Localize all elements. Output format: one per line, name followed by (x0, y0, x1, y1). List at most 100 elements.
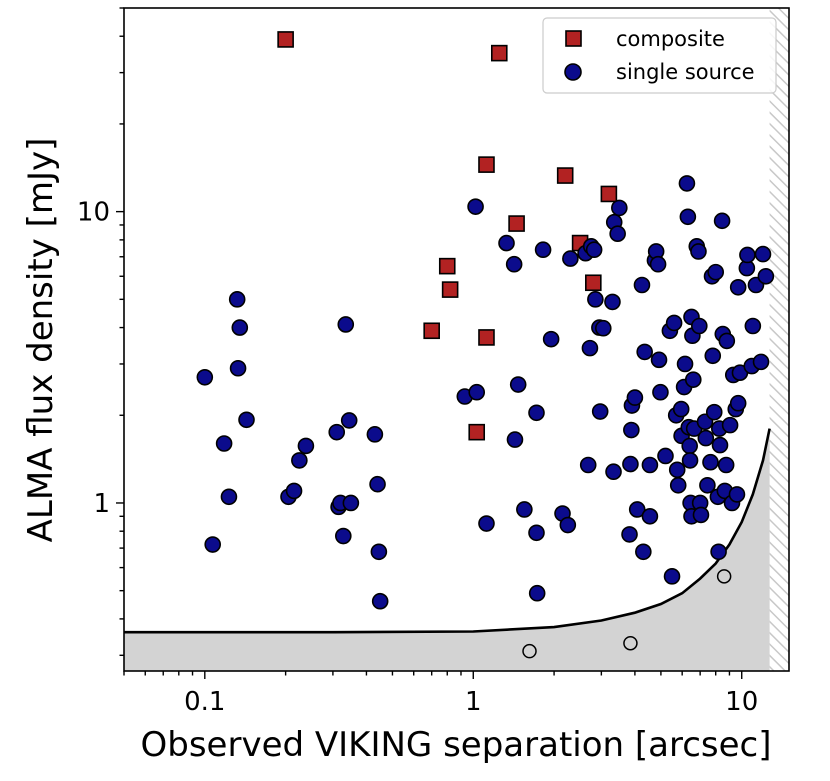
point-single-source (729, 394, 747, 412)
point-single-source (665, 314, 683, 332)
point-single-source (291, 452, 308, 469)
point-single-source (579, 456, 597, 474)
point-single-source (562, 250, 579, 267)
legend-label-composite: composite (616, 27, 725, 51)
point-undetected (623, 635, 638, 651)
point-single-source (621, 526, 638, 543)
detection-limit-curve (124, 428, 771, 634)
point-single-source (713, 212, 731, 230)
point-single-source (697, 429, 715, 447)
point-single-source (702, 453, 719, 471)
point-composite (277, 31, 294, 48)
point-single-source (604, 293, 621, 311)
point-single-source (478, 515, 495, 532)
x-axis-label: Observed VIKING separation [arcsec] (141, 725, 772, 765)
point-single-source (752, 353, 770, 371)
point-composite (438, 257, 456, 275)
point-single-source (528, 584, 546, 602)
point-single-source (498, 234, 515, 252)
point-composite (490, 44, 508, 62)
point-single-source (609, 225, 626, 242)
point-single-source (228, 291, 246, 308)
point-single-source (692, 506, 710, 524)
point-single-source (649, 255, 667, 273)
point-single-source (328, 423, 346, 441)
point-single-source (707, 263, 725, 281)
point-single-source (657, 447, 674, 465)
point-single-source (335, 527, 352, 545)
hatched-region (769, 8, 789, 671)
point-single-source (636, 343, 653, 361)
y-axis-label: ALMA flux density [mJy] (21, 138, 61, 543)
point-single-source (641, 508, 659, 525)
point-single-source (710, 543, 727, 561)
point-single-source (297, 437, 315, 455)
point-composite (478, 156, 495, 173)
point-composite (468, 423, 486, 441)
point-single-source (691, 317, 708, 335)
point-single-source (591, 403, 609, 420)
point-single-source (516, 501, 533, 518)
plot-area (124, 8, 789, 671)
point-single-source (585, 241, 603, 259)
point-single-source (342, 494, 360, 512)
point-single-source (635, 543, 652, 561)
point-single-source (196, 368, 214, 386)
legend-marker-single-source (564, 63, 582, 81)
point-composite (478, 329, 495, 346)
point-single-source (628, 501, 646, 518)
x-tick-label: 10 (725, 687, 758, 717)
point-composite (423, 322, 440, 340)
point-composite (441, 281, 459, 298)
point-composite (508, 215, 525, 232)
point-single-source (581, 339, 599, 357)
point-single-source (340, 412, 358, 429)
point-single-source (542, 330, 560, 348)
point-single-source (220, 488, 238, 506)
y-tick-label: 10 (77, 198, 110, 228)
plot-frame (123, 7, 790, 672)
point-single-source (681, 452, 699, 469)
point-single-source (754, 245, 772, 263)
point-single-source (676, 355, 694, 373)
point-single-source (238, 411, 255, 429)
legend-box (542, 17, 777, 94)
point-single-source (672, 400, 690, 418)
point-single-source (717, 456, 735, 474)
point-single-source (369, 475, 386, 493)
point-single-source (668, 461, 686, 479)
point-single-source (633, 276, 651, 294)
point-single-source (229, 359, 247, 377)
y-tick-label: 1 (93, 489, 110, 519)
point-single-source (366, 426, 384, 443)
point-single-source (337, 316, 355, 333)
point-single-source (594, 319, 612, 337)
point-single-source (744, 317, 762, 335)
point-single-source (699, 476, 716, 494)
data-points (196, 31, 775, 659)
point-single-source (468, 383, 486, 401)
point-single-source (623, 421, 640, 439)
point-composite (600, 185, 618, 203)
point-single-source (739, 246, 756, 264)
point-single-source (231, 319, 249, 336)
point-single-source (663, 568, 681, 585)
point-single-source (506, 431, 524, 448)
point-single-source (626, 389, 644, 406)
legend-label-single-source: single source (616, 60, 755, 84)
point-single-source (559, 516, 577, 534)
point-single-source (704, 347, 722, 365)
point-single-source (371, 592, 389, 610)
point-single-source (650, 351, 668, 369)
point-single-source (718, 332, 736, 350)
axis-ticks (116, 7, 743, 679)
point-single-source (605, 463, 622, 481)
point-single-source (669, 476, 687, 494)
point-single-source (215, 435, 233, 452)
point-single-source (622, 455, 639, 473)
point-single-source (587, 291, 604, 308)
point-single-source (505, 255, 523, 273)
point-single-source (684, 371, 702, 388)
point-single-source (509, 376, 527, 393)
